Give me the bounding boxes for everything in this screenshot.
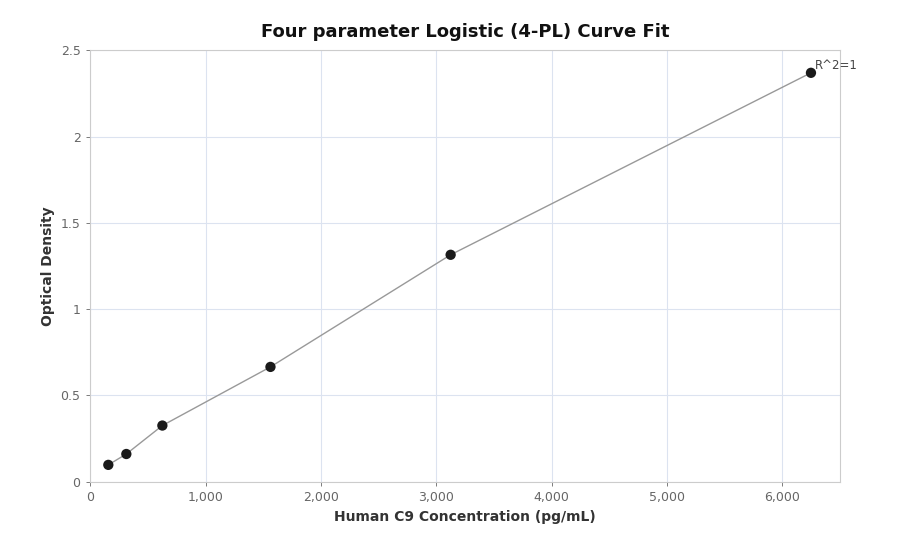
Text: R^2=1: R^2=1 [814,59,856,72]
Title: Four parameter Logistic (4-PL) Curve Fit: Four parameter Logistic (4-PL) Curve Fit [261,22,668,40]
Point [101,460,115,469]
Point [119,450,133,459]
Point [263,362,278,371]
Point [803,68,817,77]
X-axis label: Human C9 Concentration (pg/mL): Human C9 Concentration (pg/mL) [334,510,595,524]
Y-axis label: Optical Density: Optical Density [41,206,55,326]
Point [443,250,457,259]
Point [155,421,170,430]
